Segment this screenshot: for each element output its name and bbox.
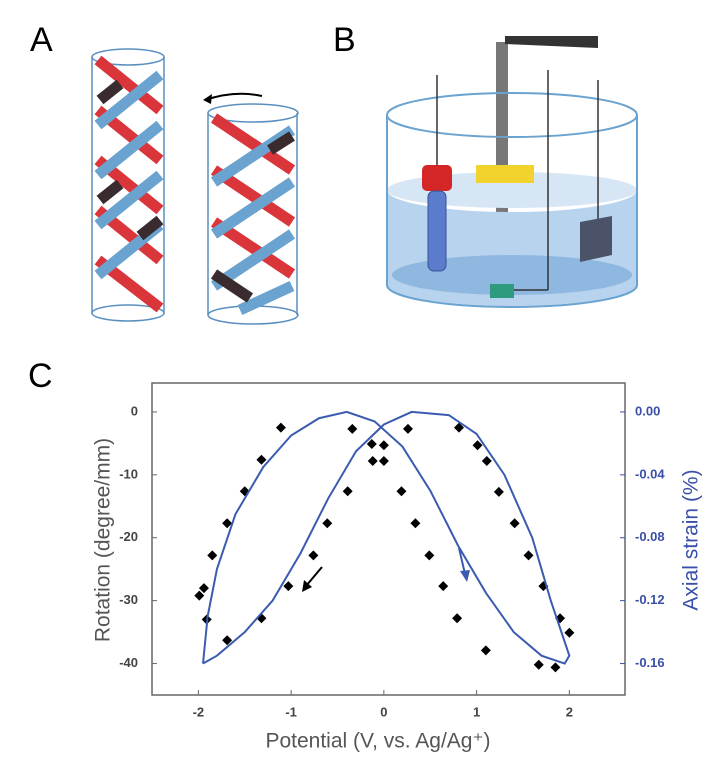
scatter-point — [342, 486, 353, 497]
scatter-point — [452, 613, 463, 624]
scatter-point — [283, 581, 294, 592]
scatter-point — [472, 440, 483, 451]
scatter-point — [194, 590, 205, 601]
helix-illustration — [91, 48, 299, 325]
scatter-point — [523, 550, 534, 561]
scatter-point — [256, 454, 267, 465]
scatter-point — [207, 550, 218, 561]
cell-illustration — [386, 36, 638, 308]
panel-label: B — [333, 21, 356, 59]
scatter-point — [378, 456, 389, 466]
scatter-point — [410, 518, 421, 529]
scatter-point — [378, 440, 389, 451]
line-series — [202, 410, 571, 665]
y2-tick-label: -0.16 — [635, 655, 665, 670]
x-tick-label: -2 — [193, 704, 205, 719]
scatter-point — [402, 423, 413, 434]
scatter-point — [550, 662, 561, 673]
scatter-point — [438, 581, 449, 592]
scatter-point — [480, 645, 491, 656]
scatter-point — [367, 456, 378, 466]
scatter-point — [533, 659, 544, 670]
x-tick-label: 0 — [380, 704, 387, 719]
x-tick-label: 2 — [566, 704, 573, 719]
plot-frame — [151, 382, 626, 696]
direction-arrow — [302, 547, 470, 592]
scatter-point — [198, 583, 209, 594]
y-tick-label: -20 — [119, 529, 138, 544]
y2-tick-label: -0.12 — [635, 592, 665, 607]
panel-label: C — [28, 357, 53, 395]
scatter-point — [396, 486, 407, 497]
scatter-point — [453, 422, 464, 433]
scatter-point — [493, 486, 504, 497]
panel-label: A — [30, 21, 53, 59]
scatter-point — [347, 423, 358, 434]
y-tick-label: 0 — [131, 403, 138, 418]
scatter-point — [222, 518, 233, 529]
y-axis-title: Rotation (degree/mm) — [92, 438, 115, 642]
scatter-point — [322, 518, 333, 529]
x-tick-label: 1 — [473, 704, 480, 719]
y-tick-label: -30 — [119, 592, 138, 607]
x-axis-title: Potential (V, vs. Ag/Ag⁺) — [265, 730, 490, 753]
y2-tick-label: -0.04 — [635, 466, 665, 481]
y-tick-label: -40 — [119, 655, 138, 670]
scatter-point — [222, 635, 233, 646]
y2-tick-label: -0.08 — [635, 529, 665, 544]
scatter-point — [564, 627, 575, 638]
y2-tick-label: 0.00 — [635, 403, 660, 418]
scatter-point — [424, 550, 435, 561]
scatter-point — [275, 422, 286, 433]
x-tick-label: -1 — [285, 704, 297, 719]
scatter-point — [481, 456, 492, 466]
y2-axis-title: Axial strain (%) — [680, 469, 703, 610]
scatter-point — [366, 439, 377, 450]
scatter-point — [308, 550, 319, 561]
y-tick-label: -10 — [119, 466, 138, 481]
scatter-point — [509, 518, 520, 529]
